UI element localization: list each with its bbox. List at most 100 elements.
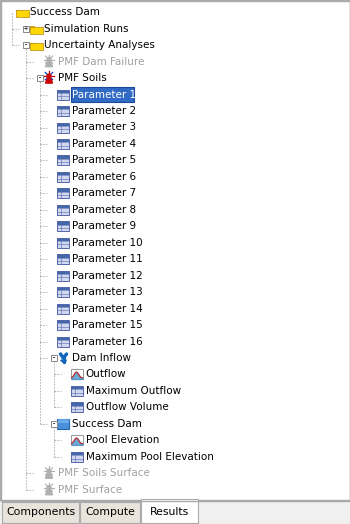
Bar: [71, 406, 83, 412]
Text: Simulation Runs: Simulation Runs: [43, 24, 128, 34]
Bar: [57, 274, 69, 281]
Bar: [15, 10, 21, 12]
Text: Parameter 14: Parameter 14: [71, 303, 142, 314]
Text: Dam Inflow: Dam Inflow: [71, 353, 131, 363]
Bar: [57, 225, 69, 231]
Bar: [37, 75, 43, 81]
Text: Parameter 12: Parameter 12: [71, 271, 142, 281]
Text: Compute: Compute: [85, 507, 135, 517]
Text: Outflow Volume: Outflow Volume: [85, 402, 168, 412]
Text: Parameter 5: Parameter 5: [71, 156, 136, 166]
Polygon shape: [46, 474, 52, 478]
Bar: [57, 205, 69, 215]
Bar: [57, 320, 69, 323]
Text: Parameter 8: Parameter 8: [71, 205, 136, 215]
Bar: [29, 27, 42, 34]
Bar: [57, 110, 69, 116]
Bar: [51, 355, 57, 361]
Bar: [57, 139, 69, 149]
Text: PMF Dam Failure: PMF Dam Failure: [57, 57, 144, 67]
Bar: [57, 419, 69, 429]
Text: Parameter 2: Parameter 2: [71, 106, 136, 116]
Bar: [57, 336, 69, 340]
Bar: [57, 172, 69, 175]
Bar: [71, 452, 83, 462]
Text: -: -: [52, 421, 56, 427]
Bar: [57, 156, 69, 166]
Text: Parameter 11: Parameter 11: [71, 254, 142, 264]
Bar: [71, 386, 83, 389]
Bar: [57, 238, 69, 248]
Bar: [2, 502, 79, 523]
Circle shape: [47, 74, 51, 78]
Bar: [57, 419, 69, 423]
Circle shape: [47, 486, 51, 490]
Text: Uncertainty Analyses: Uncertainty Analyses: [43, 40, 154, 50]
Bar: [29, 26, 35, 29]
Text: PMF Soils Surface: PMF Soils Surface: [57, 468, 149, 478]
Bar: [51, 421, 57, 427]
Text: Parameter 6: Parameter 6: [71, 172, 136, 182]
Bar: [57, 156, 69, 159]
Bar: [57, 336, 69, 346]
Bar: [23, 26, 29, 31]
Text: Success Dam: Success Dam: [71, 419, 141, 429]
Bar: [70, 87, 134, 102]
Text: Success Dam: Success Dam: [29, 7, 99, 17]
Bar: [57, 303, 69, 307]
Bar: [57, 254, 69, 264]
Bar: [71, 386, 83, 396]
Text: Maximum Pool Elevation: Maximum Pool Elevation: [85, 452, 214, 462]
Bar: [29, 43, 42, 50]
Text: Parameter 3: Parameter 3: [71, 123, 136, 133]
Bar: [57, 257, 69, 264]
Text: Parameter 9: Parameter 9: [71, 221, 136, 231]
Circle shape: [47, 470, 51, 473]
Bar: [71, 402, 83, 406]
Bar: [57, 205, 69, 208]
Text: Parameter 16: Parameter 16: [71, 336, 142, 346]
Bar: [23, 42, 29, 48]
Bar: [141, 499, 198, 523]
Text: Components: Components: [6, 507, 75, 517]
Bar: [57, 188, 69, 199]
Bar: [57, 90, 69, 93]
Bar: [57, 303, 69, 314]
Bar: [57, 254, 69, 257]
Polygon shape: [46, 63, 52, 67]
Bar: [71, 455, 83, 462]
Text: Maximum Outflow: Maximum Outflow: [85, 386, 181, 396]
Bar: [57, 208, 69, 215]
Bar: [29, 42, 35, 45]
Polygon shape: [46, 491, 52, 495]
Bar: [57, 123, 69, 126]
Bar: [57, 159, 69, 166]
Text: Parameter 7: Parameter 7: [71, 188, 136, 199]
Bar: [71, 389, 83, 396]
Polygon shape: [46, 79, 52, 83]
Bar: [57, 307, 69, 314]
Text: Parameter 15: Parameter 15: [71, 320, 142, 330]
Bar: [57, 287, 69, 290]
Bar: [57, 221, 69, 231]
Bar: [57, 172, 69, 182]
Text: Results: Results: [150, 507, 189, 517]
Bar: [57, 106, 69, 116]
Bar: [57, 106, 69, 110]
Bar: [57, 238, 69, 241]
Text: Pool Elevation: Pool Elevation: [85, 435, 159, 445]
Text: -: -: [52, 355, 56, 361]
Text: +: +: [24, 25, 28, 31]
Text: -: -: [38, 75, 42, 81]
Text: Outflow: Outflow: [85, 369, 126, 379]
Bar: [57, 192, 69, 199]
Bar: [57, 320, 69, 330]
Text: Parameter 1: Parameter 1: [71, 90, 136, 100]
Bar: [57, 340, 69, 346]
Bar: [71, 369, 83, 379]
Text: PMF Soils: PMF Soils: [57, 73, 106, 83]
Bar: [57, 323, 69, 330]
Bar: [57, 139, 69, 143]
Bar: [57, 271, 69, 281]
Bar: [57, 93, 69, 100]
